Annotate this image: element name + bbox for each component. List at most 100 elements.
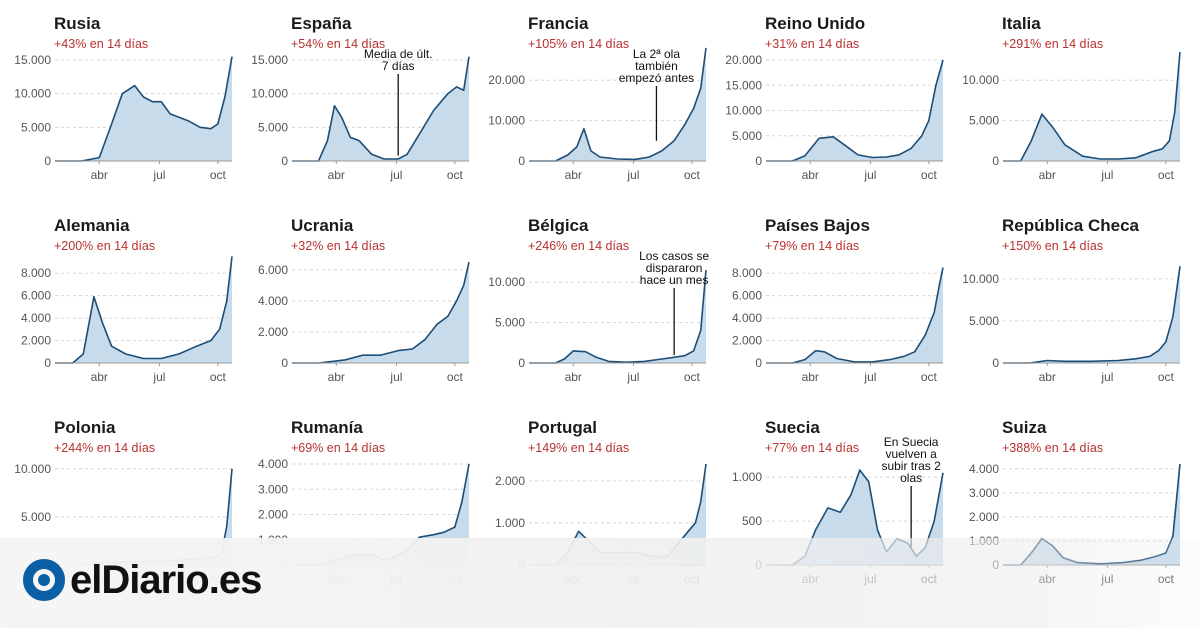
annotation-text: olas: [900, 471, 922, 485]
chart-title: Rusia: [54, 14, 101, 33]
small-multiple-chart: Reino Unido +31% en 14 días 0 5.000 10.000 15…: [711, 0, 948, 202]
series-line: [529, 270, 707, 364]
brand-banner: elDiario.es: [0, 538, 1200, 628]
series-line: [292, 56, 470, 162]
chart-subtitle: +105% en 14 días: [528, 37, 630, 51]
series-area: [766, 60, 943, 161]
chart-subtitle: +79% en 14 días: [765, 239, 860, 253]
x-tick-label: abr: [802, 370, 819, 384]
x-tick-label: abr: [328, 168, 345, 182]
x-tick-label: abr: [328, 370, 345, 384]
x-tick-label: oct: [210, 370, 227, 384]
chart-subtitle: +149% en 14 días: [528, 441, 630, 455]
x-tick-label: abr: [1039, 168, 1056, 182]
annotation-text: hace un mes: [640, 273, 709, 287]
chart-title: Polonia: [54, 418, 116, 437]
y-tick-label: 4.000: [732, 311, 762, 325]
y-tick-label: 10.000: [725, 104, 762, 118]
y-tick-label: 5.000: [969, 314, 999, 328]
chart-title: Portugal: [528, 418, 597, 437]
small-multiple-chart: España +54% en 14 días 0 5.000 10.000 15.000 a…: [237, 0, 474, 202]
y-tick-label: 0: [755, 154, 762, 168]
chart-title: Francia: [528, 14, 589, 33]
y-tick-label: 2.000: [258, 508, 288, 522]
chart-plot: 0 5.000 10.000 15.000 20.000 abr jul oct: [725, 53, 944, 182]
x-tick-label: jul: [152, 168, 165, 182]
y-tick-label: 4.000: [21, 311, 51, 325]
chart-subtitle: +77% en 14 días: [765, 441, 860, 455]
y-tick-label: 8.000: [732, 266, 762, 280]
logo-text: elDiario.es: [70, 558, 262, 602]
y-tick-label: 3.000: [969, 486, 999, 500]
logo-ring-shape: [23, 559, 65, 601]
x-tick-label: abr: [1039, 370, 1056, 384]
y-tick-label: 2.000: [969, 510, 999, 524]
x-tick-label: jul: [863, 370, 876, 384]
y-tick-label: 0: [755, 356, 762, 370]
x-tick-label: oct: [921, 370, 938, 384]
x-tick-label: oct: [921, 168, 938, 182]
chart-title: Ucrania: [291, 216, 354, 235]
chart-title: Suiza: [1002, 418, 1047, 437]
y-tick-label: 5.000: [732, 129, 762, 143]
small-multiple-chart: Bélgica +246% en 14 días 0 5.000 10.000 abr ju…: [474, 202, 711, 404]
y-tick-label: 10.000: [962, 73, 999, 87]
x-tick-label: oct: [684, 168, 701, 182]
y-tick-label: 0: [44, 154, 51, 168]
x-tick-label: abr: [91, 370, 108, 384]
annotation-text: En Suecia: [884, 435, 939, 449]
y-tick-label: 5.000: [969, 114, 999, 128]
y-tick-label: 15.000: [14, 53, 51, 67]
x-tick-label: jul: [389, 370, 402, 384]
eldiario-logo[interactable]: elDiario.es: [22, 558, 262, 602]
y-tick-label: 2.000: [258, 325, 288, 339]
annotation-text: Media de últ.: [364, 47, 433, 61]
chart-title: Países Bajos: [765, 216, 870, 235]
y-tick-label: 20.000: [725, 53, 762, 67]
y-tick-label: 1.000: [495, 516, 525, 530]
y-tick-label: 15.000: [725, 78, 762, 92]
x-tick-label: abr: [565, 168, 582, 182]
small-multiple-chart: Francia +105% en 14 días 0 10.000 20.000 abr j…: [474, 0, 711, 202]
y-tick-label: 10.000: [14, 87, 51, 101]
chart-subtitle: +150% en 14 días: [1002, 239, 1104, 253]
chart-title: Rumanía: [291, 418, 363, 437]
chart-title: Suecia: [765, 418, 820, 437]
chart-subtitle: +43% en 14 días: [54, 37, 149, 51]
series-area: [529, 47, 706, 161]
small-multiple-chart: Ucrania +32% en 14 días 0 2.000 4.000 6.000 ab…: [237, 202, 474, 404]
x-tick-label: oct: [1158, 168, 1175, 182]
chart-plot: 0 5.000 10.000 15.000 abr jul oct: [14, 53, 233, 182]
series-line: [55, 56, 233, 162]
y-tick-label: 0: [281, 154, 288, 168]
chart-title: República Checa: [1002, 216, 1139, 235]
series-line: [1003, 266, 1181, 364]
x-tick-label: jul: [389, 168, 402, 182]
annotation-text: La 2ª ola: [633, 47, 680, 61]
annotation-text: 7 días: [382, 59, 415, 73]
y-tick-label: 0: [518, 356, 525, 370]
chart-title: Reino Unido: [765, 14, 866, 33]
series-area: [1003, 51, 1180, 161]
y-tick-label: 0: [992, 356, 999, 370]
series-area: [292, 262, 469, 363]
x-tick-label: abr: [565, 370, 582, 384]
x-tick-label: oct: [447, 370, 464, 384]
small-multiple-chart: República Checa +150% en 14 días 0 5.000 10.…: [948, 202, 1185, 404]
annotation-text: vuelven a: [885, 447, 937, 461]
annotation-text: empezó antes: [619, 71, 694, 85]
y-tick-label: 10.000: [251, 87, 288, 101]
y-tick-label: 8.000: [21, 266, 51, 280]
chart-plot: 0 5.000 10.000 abr jul oct: [962, 51, 1181, 182]
chart-subtitle: +54% en 14 días: [291, 37, 386, 51]
chart-subtitle: +32% en 14 días: [291, 239, 386, 253]
chart-plot: 0 10.000 20.000 abr jul oct La 2ª olatambiénem…: [488, 47, 707, 182]
chart-title: Alemania: [54, 216, 130, 235]
chart-subtitle: +31% en 14 días: [765, 37, 860, 51]
x-tick-label: oct: [684, 370, 701, 384]
series-area: [766, 267, 943, 363]
y-tick-label: 2.000: [21, 334, 51, 348]
small-multiple-chart: Alemania +200% en 14 días 0 2.000 4.000 6.000…: [0, 202, 237, 404]
chart-subtitle: +69% en 14 días: [291, 441, 386, 455]
